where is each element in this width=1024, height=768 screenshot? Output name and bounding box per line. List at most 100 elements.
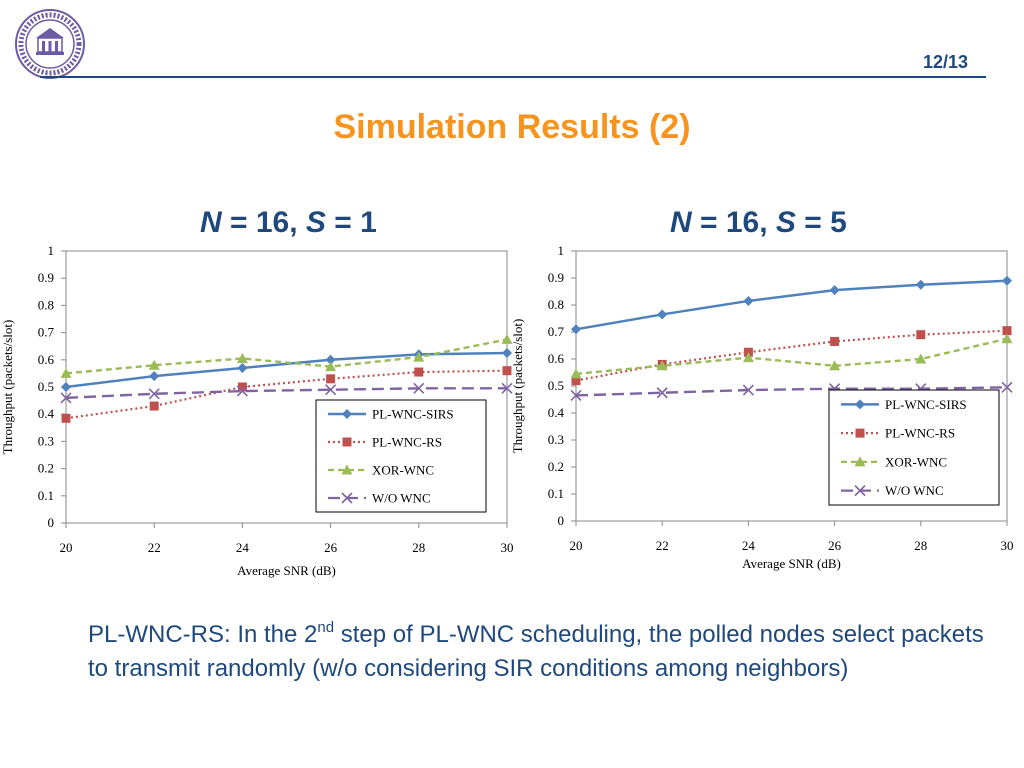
chart-2-series-line-3 <box>575 337 1008 376</box>
chart-2-series-4-point <box>570 389 582 402</box>
chart-2-y-tick-label: 0 <box>558 513 565 528</box>
chart-2-series-1-point <box>915 279 926 290</box>
chart-1-series-2-point <box>414 367 424 377</box>
chart-2-legend-label: PL-WNC-SIRS <box>885 397 967 412</box>
chart-2-series-3-point <box>570 368 582 379</box>
footnote-text-end: step of PL-WNC scheduling, the polled no… <box>88 621 984 682</box>
chart-2-y-tick-label: 0.5 <box>548 378 564 393</box>
chart-2-series-1-point <box>829 285 840 296</box>
chart-1-series-4-point <box>236 385 248 397</box>
chart-2-series-line-2 <box>575 329 1008 382</box>
chart-1-legend-marker <box>341 492 353 504</box>
chart-1-x-axis-label: Average SNR (dB) <box>237 563 336 578</box>
chart-2-series-3-point <box>829 360 841 371</box>
chart-2-y-tick-label: 0.3 <box>548 432 564 447</box>
chart-2-y-tick-label: 0.2 <box>548 459 564 474</box>
chart-1-heading-s: S <box>305 206 326 239</box>
chart-2-legend-label: W/O WNC <box>885 483 944 498</box>
chart-1-series-2-point <box>61 413 71 423</box>
footnote-text-start: PL-WNC-RS: In the 2 <box>88 621 318 648</box>
chart-1-legend-label: PL-WNC-SIRS <box>372 407 454 422</box>
chart-1-y-tick-label: 0 <box>48 515 55 530</box>
chart-2: 0 0.1 0.2 0.3 0.4 0.5 0.6 0.7 0.8 0.9 1 20 22 24 26 28 3… <box>510 243 1014 571</box>
chart-1-series-3-point <box>501 333 513 344</box>
chart-1-y-tick-label: 1 <box>48 243 55 258</box>
chart-1-series-line-1 <box>65 351 508 389</box>
chart-1-series-4-point <box>325 384 337 396</box>
chart-1-series-2-point <box>149 401 159 411</box>
chart-1-y-tick-label: 0.4 <box>38 406 55 421</box>
chart-1-heading: N = 16, S = 1 <box>200 206 377 240</box>
chart-2-series-2-point <box>1002 326 1012 336</box>
chart-1-series-2-point <box>502 366 512 376</box>
chart-2-y-axis-label: Throughput (packets/slot) <box>510 319 525 454</box>
chart-2-legend-marker <box>854 485 866 497</box>
chart-2-y-tick-label: 1 <box>558 243 565 258</box>
chart-2-heading: N = 16, S = 5 <box>670 206 847 240</box>
chart-2-series-2-point <box>571 376 581 386</box>
chart-1-heading-n: N <box>200 206 222 239</box>
chart-1-y-tick-label: 0.7 <box>38 325 55 340</box>
footnote: PL-WNC-RS: In the 2nd step of PL-WNC sch… <box>88 618 988 686</box>
chart-2-y-tick-label: 0.8 <box>548 297 564 312</box>
chart-1-series-4-point <box>148 388 160 400</box>
footnote-superscript: nd <box>317 619 335 636</box>
chart-2-series-1-point <box>743 295 754 306</box>
chart-1-series-1-point <box>61 382 71 392</box>
chart-1-series-4-point <box>501 382 513 394</box>
slide-title: Simulation Results (2) <box>333 108 691 146</box>
chart-1-series-4-point <box>60 392 72 404</box>
chart-1-y-tick-label: 0.6 <box>38 352 55 367</box>
chart-2-legend-label: XOR-WNC <box>885 454 947 469</box>
chart-1-series-2-point <box>237 382 247 392</box>
chart-1-series-1-point <box>502 348 512 358</box>
chart-1-x-tick-label: 22 <box>148 540 161 555</box>
page-number: 12/13 <box>922 52 968 72</box>
chart-2-y-tick-label: 0.6 <box>548 351 565 366</box>
chart-2-heading-n-value: = 16, <box>691 206 776 239</box>
chart-2-series-1-point <box>657 309 668 320</box>
chart-1-series-line-2 <box>65 369 508 420</box>
chart-2-y-tick-label: 0.9 <box>548 270 564 285</box>
chart-1-legend-label: PL-WNC-RS <box>372 435 442 450</box>
chart-1-series-line-3 <box>65 338 508 375</box>
chart-2-series-3-point <box>1001 333 1013 344</box>
chart-1-series-3-point <box>325 361 337 372</box>
chart-2-series-3-point <box>656 360 668 371</box>
chart-1-legend-marker <box>342 409 352 419</box>
chart-1-series-2-point <box>326 374 336 384</box>
chart-1-x-tick-label: 30 <box>501 540 514 555</box>
chart-1-y-tick-label: 0.8 <box>38 297 54 312</box>
chart-2-x-tick-label: 20 <box>570 538 583 553</box>
chart-2-y-tick-label: 0.4 <box>548 405 565 420</box>
chart-1-y-tick-label: 0.3 <box>38 433 54 448</box>
chart-2-series-3-point <box>742 352 754 363</box>
chart-1-series-1-point <box>149 371 160 382</box>
chart-1-y-axis-label: Throughput (packets/slot) <box>0 320 15 455</box>
chart-1-y-tick-label: 0.2 <box>38 461 54 476</box>
chart-2-legend-marker <box>855 428 865 438</box>
chart-2-series-2-point <box>916 330 926 340</box>
chart-1-heading-s-value: = 1 <box>325 206 377 239</box>
chart-1-legend-label: XOR-WNC <box>372 463 434 478</box>
chart-1-x-tick-label: 24 <box>236 540 250 555</box>
chart-1-x-tick-label: 20 <box>60 540 73 555</box>
chart-2-x-tick-label: 22 <box>656 538 669 553</box>
chart-1-series-3-point <box>60 367 72 378</box>
header-rule <box>40 76 986 78</box>
chart-2-series-4-point <box>1001 381 1013 393</box>
chart-2-heading-s-value: = 5 <box>795 206 847 239</box>
chart-1-y-tick-label: 0.1 <box>38 488 54 503</box>
chart-1-series-3-point <box>413 351 425 362</box>
chart-1-series-3-point <box>236 352 248 363</box>
chart-1-y-tick-label: 0.5 <box>38 379 54 394</box>
chart-1-legend <box>315 399 487 513</box>
chart-2-x-tick-label: 26 <box>828 538 842 553</box>
chart-1-series-1-point <box>325 354 336 365</box>
chart-2-x-tick-label: 24 <box>742 538 756 553</box>
chart-2-heading-s: S <box>775 206 796 239</box>
chart-1-x-tick-label: 26 <box>324 540 338 555</box>
chart-2-legend-marker <box>855 399 865 410</box>
chart-2-y-tick-label: 0.1 <box>548 486 564 501</box>
chart-2-series-line-1 <box>575 279 1008 331</box>
